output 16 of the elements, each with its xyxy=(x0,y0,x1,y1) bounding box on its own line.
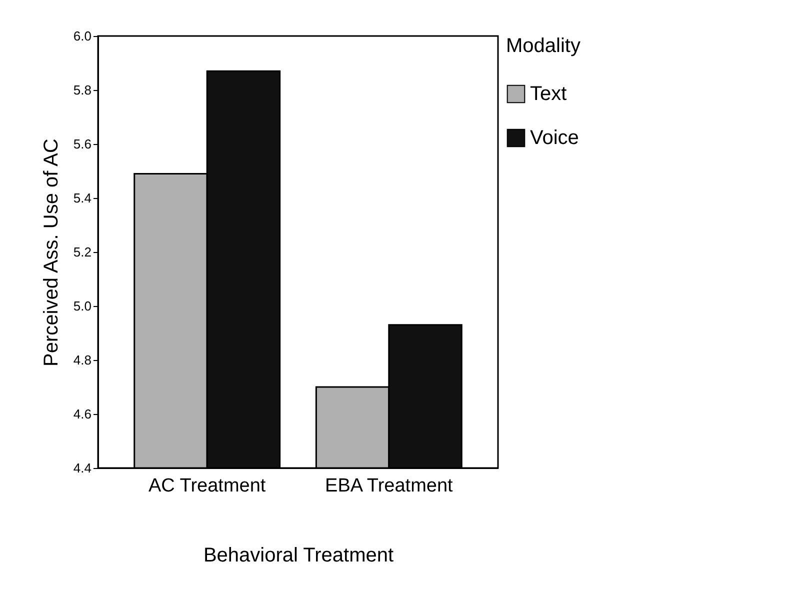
y-tick-label: 5.2 xyxy=(73,244,92,260)
y-tick-label: 4.8 xyxy=(73,352,92,368)
y-tick-label: 5.8 xyxy=(73,82,92,98)
y-tick-label: 4.4 xyxy=(73,460,92,476)
y-tick-label: 5.4 xyxy=(73,190,92,206)
x-tick-label: AC Treatment xyxy=(148,476,266,496)
legend-label: Text xyxy=(530,83,568,105)
x-axis-title: Behavioral Treatment xyxy=(203,544,394,566)
y-tick-label: 4.6 xyxy=(73,406,92,422)
y-axis-title: Perceived Ass. Use of AC xyxy=(40,138,62,366)
legend-label: Voice xyxy=(530,127,579,149)
y-tick-label: 6.0 xyxy=(73,28,92,44)
y-tick-label: 5.0 xyxy=(73,298,92,314)
x-tick-label: EBA Treatment xyxy=(325,476,454,496)
legend-title: Modality xyxy=(506,35,580,57)
y-tick-label: 5.6 xyxy=(73,136,92,152)
